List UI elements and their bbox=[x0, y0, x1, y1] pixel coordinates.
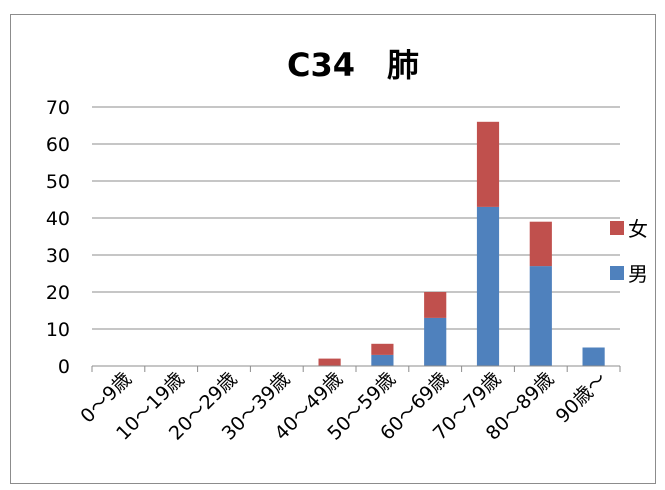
y-tick-labels: 0 10 20 30 40 50 60 70 bbox=[46, 97, 70, 378]
bar-segment bbox=[424, 292, 447, 318]
y-tick-label: 60 bbox=[46, 134, 70, 156]
x-tick-labels: 0～9歳10～19歳20～29歳30～39歳40～49歳50～59歳60～69歳… bbox=[76, 368, 611, 445]
bar-segment bbox=[318, 358, 341, 366]
bar-segment bbox=[582, 347, 605, 366]
y-tick-label: 50 bbox=[46, 171, 70, 193]
y-tick-label: 0 bbox=[58, 356, 70, 378]
bar-segment bbox=[529, 266, 552, 366]
y-tick-label: 70 bbox=[46, 97, 70, 119]
bar-segment bbox=[371, 343, 394, 355]
x-tick-label: 90歳～ bbox=[552, 368, 612, 428]
y-tick-label: 20 bbox=[46, 282, 70, 304]
bar-segment bbox=[476, 206, 500, 366]
chart-title: C34 肺 bbox=[287, 46, 419, 84]
y-tick-label: 40 bbox=[46, 208, 70, 230]
bars bbox=[318, 121, 605, 366]
bar-segment bbox=[476, 121, 500, 207]
bar-segment bbox=[529, 221, 552, 267]
legend-label: 男 bbox=[628, 262, 648, 286]
legend-label: 女 bbox=[628, 217, 648, 241]
legend-swatch bbox=[610, 221, 624, 235]
axes bbox=[91, 365, 621, 372]
y-tick-label: 10 bbox=[46, 319, 70, 341]
y-tick-label: 30 bbox=[46, 245, 70, 267]
bar-segment bbox=[371, 354, 394, 366]
legend: 女男 bbox=[610, 217, 648, 286]
legend-swatch bbox=[610, 266, 624, 280]
bar-segment bbox=[424, 317, 447, 366]
